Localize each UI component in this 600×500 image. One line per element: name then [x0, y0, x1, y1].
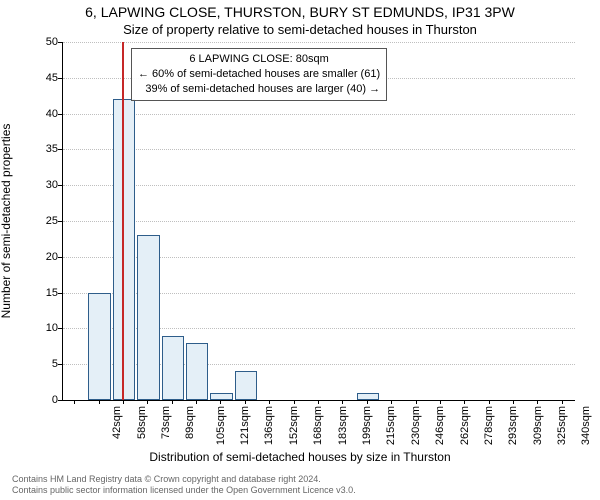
x-tick-mark: [367, 400, 368, 404]
y-tick-label: 35: [28, 143, 58, 155]
annotation-line-3: 39% of semi-detached houses are larger (…: [138, 82, 380, 97]
x-tick-mark: [294, 400, 295, 404]
x-axis-label: Distribution of semi-detached houses by …: [0, 450, 600, 464]
y-tick-label: 5: [28, 358, 58, 370]
x-tick-mark: [537, 400, 538, 404]
x-tick-label: 246sqm: [434, 406, 446, 445]
y-tick-mark: [58, 114, 62, 115]
gridline: [63, 185, 575, 186]
histogram-bar: [235, 371, 257, 400]
x-tick-mark: [391, 400, 392, 404]
x-tick-mark: [440, 400, 441, 404]
y-tick-label: 40: [28, 108, 58, 120]
histogram-bar: [88, 293, 110, 400]
y-tick-mark: [58, 221, 62, 222]
x-tick-label: 293sqm: [507, 406, 519, 445]
gridline: [63, 114, 575, 115]
x-tick-label: 340sqm: [581, 406, 593, 445]
x-tick-mark: [318, 400, 319, 404]
histogram-bar: [357, 393, 379, 400]
histogram-bar: [210, 393, 232, 400]
x-tick-label: 215sqm: [386, 406, 398, 445]
x-tick-label: 89sqm: [184, 406, 196, 439]
x-tick-label: 278sqm: [483, 406, 495, 445]
y-tick-label: 45: [28, 72, 58, 84]
y-tick-mark: [58, 42, 62, 43]
y-tick-label: 10: [28, 322, 58, 334]
y-tick-label: 50: [28, 36, 58, 48]
x-tick-mark: [220, 400, 221, 404]
x-tick-label: 105sqm: [215, 406, 227, 445]
footer-line-2: Contains public sector information licen…: [12, 485, 356, 496]
x-tick-mark: [342, 400, 343, 404]
x-tick-label: 58sqm: [136, 406, 148, 439]
x-tick-mark: [245, 400, 246, 404]
gridline: [63, 149, 575, 150]
y-tick-mark: [58, 185, 62, 186]
x-tick-mark: [99, 400, 100, 404]
x-tick-label: 309sqm: [532, 406, 544, 445]
x-tick-mark: [147, 400, 148, 404]
y-tick-mark: [58, 293, 62, 294]
y-tick-label: 20: [28, 251, 58, 263]
x-tick-mark: [269, 400, 270, 404]
y-tick-mark: [58, 364, 62, 365]
y-tick-label: 30: [28, 179, 58, 191]
x-tick-mark: [464, 400, 465, 404]
histogram-bar: [186, 343, 208, 400]
x-tick-mark: [74, 400, 75, 404]
x-tick-label: 230sqm: [410, 406, 422, 445]
annotation-line-2: ← 60% of semi-detached houses are smalle…: [138, 67, 380, 82]
chart-container: 6, LAPWING CLOSE, THURSTON, BURY ST EDMU…: [0, 0, 600, 500]
x-tick-mark: [123, 400, 124, 404]
x-tick-label: 121sqm: [239, 406, 251, 445]
y-tick-label: 15: [28, 287, 58, 299]
reference-line: [122, 42, 124, 400]
x-tick-label: 73sqm: [160, 406, 172, 439]
y-tick-mark: [58, 78, 62, 79]
y-tick-mark: [58, 328, 62, 329]
y-tick-mark: [58, 257, 62, 258]
gridline: [63, 42, 575, 43]
y-tick-label: 0: [28, 394, 58, 406]
footer-line-1: Contains HM Land Registry data © Crown c…: [12, 474, 356, 485]
gridline: [63, 221, 575, 222]
x-tick-mark: [172, 400, 173, 404]
x-tick-label: 325sqm: [556, 406, 568, 445]
annotation-box: 6 LAPWING CLOSE: 80sqm← 60% of semi-deta…: [131, 48, 387, 101]
y-tick-mark: [58, 149, 62, 150]
x-tick-label: 42sqm: [111, 406, 123, 439]
y-axis-label: Number of semi-detached properties: [0, 124, 13, 319]
x-tick-mark: [562, 400, 563, 404]
y-tick-mark: [58, 400, 62, 401]
annotation-line-1: 6 LAPWING CLOSE: 80sqm: [138, 52, 380, 67]
x-tick-label: 183sqm: [337, 406, 349, 445]
x-tick-mark: [489, 400, 490, 404]
footer-attribution: Contains HM Land Registry data © Crown c…: [12, 474, 356, 496]
histogram-bar: [162, 336, 184, 400]
x-tick-label: 136sqm: [264, 406, 276, 445]
x-tick-label: 168sqm: [312, 406, 324, 445]
x-tick-mark: [416, 400, 417, 404]
chart-title-sub: Size of property relative to semi-detach…: [0, 22, 600, 37]
x-tick-label: 262sqm: [459, 406, 471, 445]
x-tick-mark: [196, 400, 197, 404]
x-tick-label: 199sqm: [361, 406, 373, 445]
x-tick-label: 152sqm: [288, 406, 300, 445]
histogram-bar: [137, 235, 159, 400]
x-tick-mark: [513, 400, 514, 404]
chart-title-main: 6, LAPWING CLOSE, THURSTON, BURY ST EDMU…: [0, 4, 600, 20]
plot-area: 6 LAPWING CLOSE: 80sqm← 60% of semi-deta…: [62, 42, 575, 401]
y-tick-label: 25: [28, 215, 58, 227]
